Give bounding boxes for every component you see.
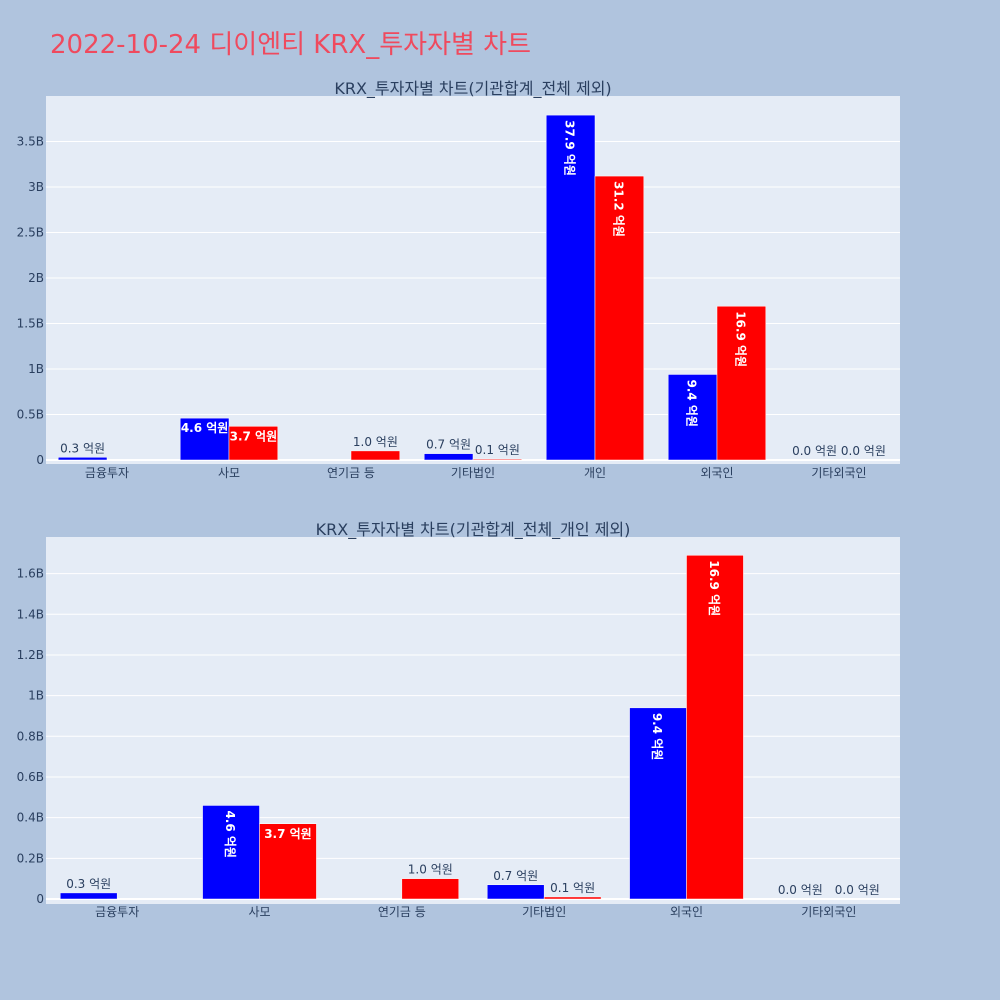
y-tick-label: 3B	[28, 180, 44, 194]
x-tick-label: 연기금 등	[378, 905, 426, 919]
x-tick-label: 기타외국인	[811, 466, 866, 480]
bar-data-label: 9.4 억원	[650, 713, 664, 761]
x-tick-label: 연기금 등	[327, 466, 375, 480]
bar	[594, 175, 645, 461]
bar-data-label: 4.6 억원	[223, 810, 237, 858]
bar-data-label: 0.3 억원	[66, 877, 111, 891]
bar-data-label: 0.3 억원	[60, 441, 105, 455]
page-title: 2022-10-24 디이엔티 KRX_투자자별 차트	[50, 30, 532, 60]
x-tick-label: 사모	[218, 466, 240, 480]
bar-data-label: 31.2 억원	[611, 181, 625, 237]
bar	[716, 305, 767, 461]
bar	[179, 417, 230, 461]
bar-data-label: 37.9 억원	[563, 120, 577, 176]
bar-data-label: 0.0 억원	[835, 883, 880, 897]
bar-data-label: 0.0 억원	[792, 444, 837, 458]
y-tick-label: 1.4B	[17, 607, 44, 621]
bar	[667, 374, 718, 461]
bar	[686, 555, 744, 900]
y-tick-label: 0.6B	[17, 770, 44, 784]
bar-data-label: 0.1 억원	[550, 881, 595, 895]
chart-2: 0 0.2B 0.4B 0.6B 0.8B 1B 1.2B 1.4B 1.6B KRX_투자자별 …	[17, 520, 900, 919]
bar	[202, 805, 260, 900]
x-tick-label: 사모	[248, 905, 270, 919]
bar-data-label: 3.7 억원	[230, 429, 278, 443]
bar-data-label: 16.9 억원	[707, 560, 721, 616]
bar-data-label: 0.7 억원	[493, 869, 538, 883]
bar-data-label: 3.7 억원	[264, 827, 312, 841]
y-tick-label: 1B	[28, 362, 44, 376]
bar-data-label: 4.6 억원	[181, 421, 229, 435]
bar	[401, 878, 460, 900]
bar-data-label: 1.0 억원	[353, 435, 398, 449]
y-tick-label: 1.2B	[17, 648, 44, 662]
chart-1: 0 0.5B 1B 1.5B 2B 2.5B 3B 3.5B KRX_투자자별 차트(기관합계_…	[17, 79, 900, 480]
bar-data-label: 0.1 억원	[475, 443, 520, 457]
x-tick-label: 외국인	[700, 466, 733, 480]
bar-data-label: 0.7 억원	[426, 438, 471, 452]
y-tick-label: 3.5B	[17, 135, 44, 149]
bar-data-label: 9.4 억원	[685, 379, 699, 427]
y-tick-label: 0	[36, 892, 44, 906]
y-tick-label: 2B	[28, 271, 44, 285]
bar-data-label: 0.0 억원	[841, 444, 886, 458]
bar	[59, 892, 118, 900]
x-tick-label: 금융투자	[95, 905, 139, 919]
bar	[228, 426, 279, 461]
bar-data-label: 0.0 억원	[778, 883, 823, 897]
bar	[57, 457, 108, 461]
bar	[259, 823, 317, 900]
x-tick-label: 개인	[584, 466, 606, 480]
bar	[423, 453, 474, 461]
y-tick-label: 0.5B	[17, 408, 44, 422]
y-tick-label: 0.2B	[17, 851, 44, 865]
y-tick-label: 0.8B	[17, 729, 44, 743]
y-tick-label: 1.5B	[17, 317, 44, 331]
bar	[545, 114, 596, 461]
chart-title: KRX_투자자별 차트(기관합계_전체_개인 제외)	[316, 520, 631, 540]
bar	[486, 884, 545, 900]
y-tick-label: 0	[36, 453, 44, 467]
x-tick-label: 외국인	[670, 905, 703, 919]
y-tick-label: 1.6B	[17, 567, 44, 581]
bar	[350, 450, 401, 461]
bar	[629, 707, 687, 900]
plot-area	[46, 537, 900, 904]
y-tick-label: 1B	[28, 689, 44, 703]
bar	[543, 896, 602, 900]
x-tick-label: 기타법인	[451, 466, 495, 480]
x-tick-label: 금융투자	[85, 466, 129, 480]
bar-data-label: 1.0 억원	[408, 863, 453, 877]
plot-area	[46, 96, 900, 464]
x-tick-label: 기타법인	[522, 905, 566, 919]
y-tick-label: 2.5B	[17, 226, 44, 240]
y-tick-label: 0.4B	[17, 811, 44, 825]
bar	[472, 458, 523, 461]
x-tick-label: 기타외국인	[801, 905, 856, 919]
chart-title: KRX_투자자별 차트(기관합계_전체 제외)	[334, 79, 611, 99]
bar-data-label: 16.9 억원	[733, 311, 747, 367]
